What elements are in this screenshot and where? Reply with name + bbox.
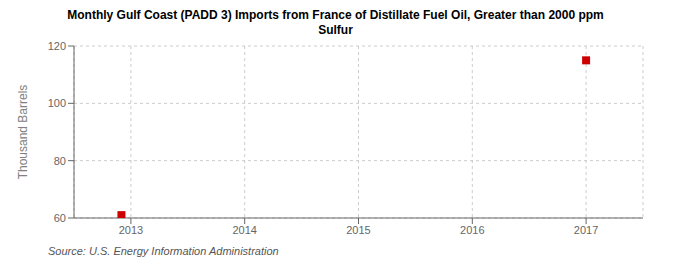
svg-text:2016: 2016 (460, 224, 484, 236)
html-text:Sulfur: Sulfur (318, 23, 353, 37)
svg-text:100: 100 (48, 97, 66, 109)
svg-text:120: 120 (48, 40, 66, 52)
svg-text:2017: 2017 (574, 224, 598, 236)
svg-text:Thousand Barrels: Thousand Barrels (16, 85, 30, 180)
html-text:Source: U.S. Energy Informatio: Source: U.S. Energy Information Administ… (48, 245, 279, 257)
svg-text:2015: 2015 (346, 224, 370, 236)
html-text:Monthly Gulf Coast (PADD 3) Im: Monthly Gulf Coast (PADD 3) Imports from… (67, 8, 604, 22)
svg-text:2013: 2013 (119, 224, 143, 236)
svg-text:2014: 2014 (232, 224, 256, 236)
svg-text:60: 60 (54, 212, 66, 224)
svg-text:80: 80 (54, 155, 66, 167)
